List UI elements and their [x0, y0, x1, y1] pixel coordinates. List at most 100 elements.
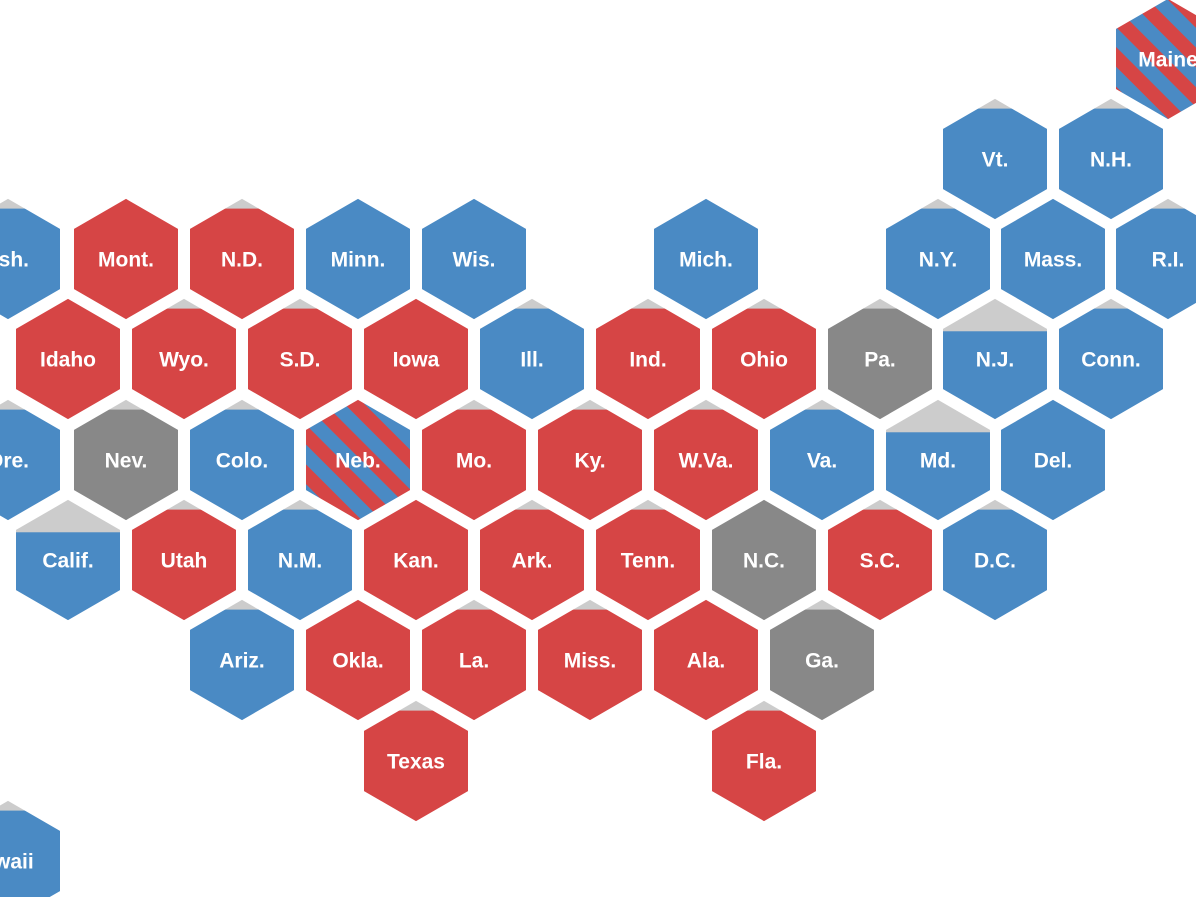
state-hex-outline: [0, 795, 65, 897]
state-hex-fill: [651, 196, 761, 322]
state-hex-fill: [419, 397, 529, 523]
state-hex-wis: Wis.: [417, 193, 531, 325]
state-hex-texas: Texas: [359, 695, 473, 827]
state-hex-idaho: Idaho: [11, 293, 125, 425]
state-hex-outline: [11, 494, 125, 626]
state-hex-outline: [649, 594, 763, 726]
state-hex-fill: [477, 497, 587, 623]
state-hex-outline: [185, 394, 299, 526]
state-hex-fill: [361, 698, 471, 824]
state-hex-outline: [359, 695, 473, 827]
state-hex-fill: [303, 397, 413, 523]
state-hex-md: Md.: [881, 394, 995, 526]
state-hex-colo: Colo.: [185, 394, 299, 526]
state-hex-fill: [709, 296, 819, 422]
state-hex-outline: [1054, 93, 1168, 225]
state-hex-fill: [71, 397, 181, 523]
state-hex-outline: [1111, 0, 1196, 125]
state-hex-neb: Neb.: [301, 394, 415, 526]
state-hex-mass: Mass.: [996, 193, 1110, 325]
state-hex-fill: [187, 196, 297, 322]
state-hex-outline: [938, 93, 1052, 225]
state-hex-mont: Mont.: [69, 193, 183, 325]
state-hex-fill: [419, 597, 529, 723]
state-hex-fill: [709, 698, 819, 824]
state-hex-vt: Vt.: [938, 93, 1052, 225]
state-hex-fill: [1113, 0, 1196, 122]
state-hex-fill: [419, 196, 529, 322]
state-hex-outline: [938, 494, 1052, 626]
state-hex-outline: [417, 594, 531, 726]
state-hex-outline: [243, 293, 357, 425]
state-hex-outline: [359, 494, 473, 626]
state-hex-va: Va.: [765, 394, 879, 526]
state-hex-outline: [475, 293, 589, 425]
state-hex-outline: [301, 594, 415, 726]
state-hex-fill: [651, 397, 761, 523]
state-hex-outline: [707, 494, 821, 626]
state-hex-outline: [881, 394, 995, 526]
state-hex-fill: [361, 296, 471, 422]
state-hex-outline: [475, 494, 589, 626]
state-hex-outline: [996, 394, 1110, 526]
state-hex-outline: [881, 193, 995, 325]
state-hex-kan: Kan.: [359, 494, 473, 626]
state-hex-outline: [69, 193, 183, 325]
state-hex-fill: [825, 296, 935, 422]
state-hex-fill: [940, 96, 1050, 222]
state-hex-fill: [0, 196, 63, 322]
state-hex-fla: Fla.: [707, 695, 821, 827]
state-hex-outline: [765, 394, 879, 526]
state-hex-outline: [591, 293, 705, 425]
state-hex-fill: [709, 497, 819, 623]
state-hex-outline: [823, 494, 937, 626]
state-hex-ky: Ky.: [533, 394, 647, 526]
state-hex-outline: [417, 394, 531, 526]
state-hex-fill: [998, 397, 1108, 523]
state-hex-outline: [649, 193, 763, 325]
state-hex-minn: Minn.: [301, 193, 415, 325]
state-hex-fill: [361, 497, 471, 623]
state-hex-fill: [1056, 296, 1166, 422]
state-hex-n-c: N.C.: [707, 494, 821, 626]
state-hex-mich: Mich.: [649, 193, 763, 325]
state-hex-fill: [303, 597, 413, 723]
state-hex-outline: [1054, 293, 1168, 425]
state-hex-outline: [1111, 193, 1196, 325]
state-hex-outline: [707, 695, 821, 827]
state-hex-outline: [185, 193, 299, 325]
state-hex-outline: [301, 193, 415, 325]
state-hex-fill: [187, 397, 297, 523]
state-hex-fill: [593, 497, 703, 623]
state-hex-outline: [185, 594, 299, 726]
state-hex-outline: [301, 394, 415, 526]
state-hex-fill: [767, 397, 877, 523]
state-hex-awaii: awaii: [0, 795, 65, 897]
state-hex-fill: [593, 296, 703, 422]
state-hex-outline: [359, 293, 473, 425]
state-hex-fill: [245, 296, 355, 422]
state-hex-fill: [883, 196, 993, 322]
state-hex-outline: [127, 293, 241, 425]
state-hex-fill: [303, 196, 413, 322]
state-hex-outline: [127, 494, 241, 626]
state-hex-outline: [533, 594, 647, 726]
state-hex-fill: [651, 597, 761, 723]
state-hex-fill: [71, 196, 181, 322]
state-hex-n-d: N.D.: [185, 193, 299, 325]
state-hex-mo: Mo.: [417, 394, 531, 526]
state-hex-fill: [129, 497, 239, 623]
state-hex-ala: Ala.: [649, 594, 763, 726]
state-hex-fill: [13, 296, 123, 422]
state-hex-okla: Okla.: [301, 594, 415, 726]
state-hex-iowa: Iowa: [359, 293, 473, 425]
state-hex-fill: [187, 597, 297, 723]
state-hex-outline: [707, 293, 821, 425]
state-hex-outline: [533, 394, 647, 526]
state-hex-fill: [245, 497, 355, 623]
state-hex-fill: [535, 397, 645, 523]
state-hex-del: Del.: [996, 394, 1110, 526]
state-hex-outline: [996, 193, 1110, 325]
